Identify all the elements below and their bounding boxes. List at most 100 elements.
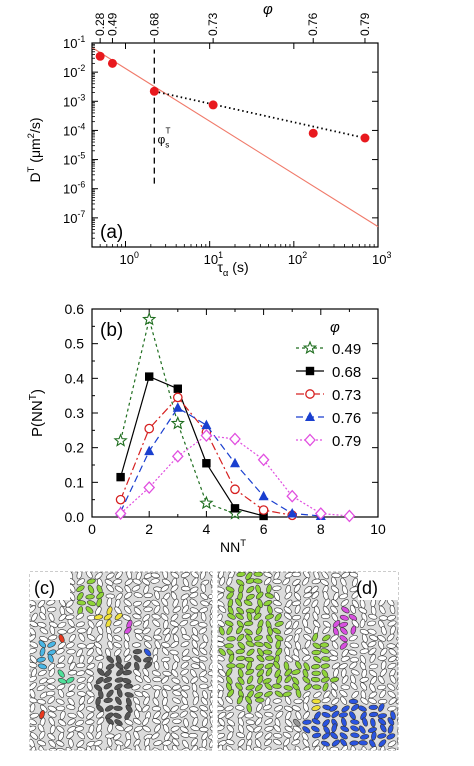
- particle: [76, 572, 83, 580]
- particle: [237, 641, 246, 650]
- particle: [263, 572, 273, 578]
- particle: [368, 647, 377, 655]
- particle: [294, 604, 301, 614]
- particle: [351, 599, 359, 608]
- y-tick-label-b: 0.1: [65, 474, 85, 490]
- particle: [199, 572, 206, 580]
- particle: [122, 747, 133, 750]
- particle: [339, 614, 349, 621]
- series-line-0.79: [120, 434, 350, 517]
- particle: [358, 740, 368, 746]
- particle: [386, 614, 396, 621]
- particle: [369, 654, 376, 663]
- particle: [74, 726, 84, 732]
- particle: [103, 676, 113, 683]
- particle: [319, 642, 330, 648]
- particle: [226, 676, 233, 685]
- particle: [69, 661, 76, 671]
- particle: [96, 711, 105, 719]
- particle: [272, 627, 282, 635]
- y-tick-label-a: 10-6: [63, 180, 85, 197]
- particle: [30, 655, 38, 664]
- particle: [396, 677, 398, 684]
- particle: [236, 695, 244, 705]
- particle: [169, 620, 179, 627]
- particle: [330, 634, 339, 642]
- particle: [284, 675, 292, 684]
- series-point-0.49: [227, 506, 243, 520]
- particle: [378, 739, 387, 747]
- particle: [207, 670, 212, 676]
- particle: [38, 745, 45, 750]
- particle: [151, 613, 161, 620]
- particle: [253, 725, 262, 733]
- series-point-0.68: [145, 372, 154, 381]
- particle: [123, 599, 132, 607]
- particle: [154, 724, 161, 733]
- particle: [86, 681, 93, 691]
- particle: [253, 578, 263, 584]
- particle: [163, 619, 169, 630]
- particle: [263, 691, 273, 698]
- particle: [172, 697, 181, 704]
- particle: [46, 599, 56, 606]
- particle: [125, 704, 133, 713]
- particle: [200, 600, 210, 607]
- particle: [49, 625, 56, 635]
- particle: [131, 585, 141, 592]
- x-axis-label-a: τα (s): [217, 259, 248, 279]
- particle: [360, 682, 368, 691]
- particle: [359, 677, 369, 683]
- particle: [30, 712, 39, 719]
- particle: [96, 591, 105, 600]
- particle: [209, 656, 212, 662]
- particle: [86, 696, 95, 704]
- particle: [338, 593, 349, 600]
- particle: [105, 663, 115, 670]
- particle: [151, 670, 161, 677]
- particle: [284, 668, 293, 677]
- particle: [189, 607, 199, 614]
- particle: [57, 689, 65, 698]
- particle: [181, 655, 191, 662]
- particle: [189, 620, 199, 626]
- particle: [160, 584, 169, 592]
- x-tick-label-a: 100: [119, 250, 138, 267]
- particle: [310, 676, 321, 683]
- particle: [378, 703, 385, 712]
- particle: [291, 739, 301, 746]
- particle: [274, 620, 284, 627]
- particle: [180, 661, 189, 669]
- particle: [104, 579, 114, 586]
- particle: [57, 621, 67, 629]
- particle: [246, 611, 253, 622]
- particle: [172, 654, 180, 663]
- particle: [331, 640, 339, 650]
- particle: [246, 661, 253, 671]
- particle: [322, 634, 331, 642]
- particle: [209, 726, 212, 733]
- particle: [67, 726, 77, 733]
- top-axis-label: φ: [263, 1, 273, 18]
- particle: [123, 633, 130, 642]
- particle: [95, 676, 104, 685]
- particle: [170, 725, 180, 732]
- legend-label-0.68: 0.68: [332, 364, 361, 381]
- particle: [143, 592, 153, 599]
- y-axis-label-b: P(NNT): [28, 389, 46, 437]
- particle: [144, 661, 153, 669]
- y-tick-label-b: 0.6: [65, 301, 85, 317]
- particle: [340, 696, 348, 705]
- particle: [398, 570, 408, 579]
- particle: [246, 744, 252, 750]
- series-point-0.79: [314, 507, 327, 520]
- particle: [320, 613, 331, 620]
- particle: [116, 668, 124, 677]
- particle: [219, 576, 226, 586]
- particle: [161, 718, 170, 726]
- particle: [75, 719, 85, 726]
- particle: [274, 613, 282, 622]
- particle: [164, 633, 171, 643]
- particle: [389, 675, 397, 684]
